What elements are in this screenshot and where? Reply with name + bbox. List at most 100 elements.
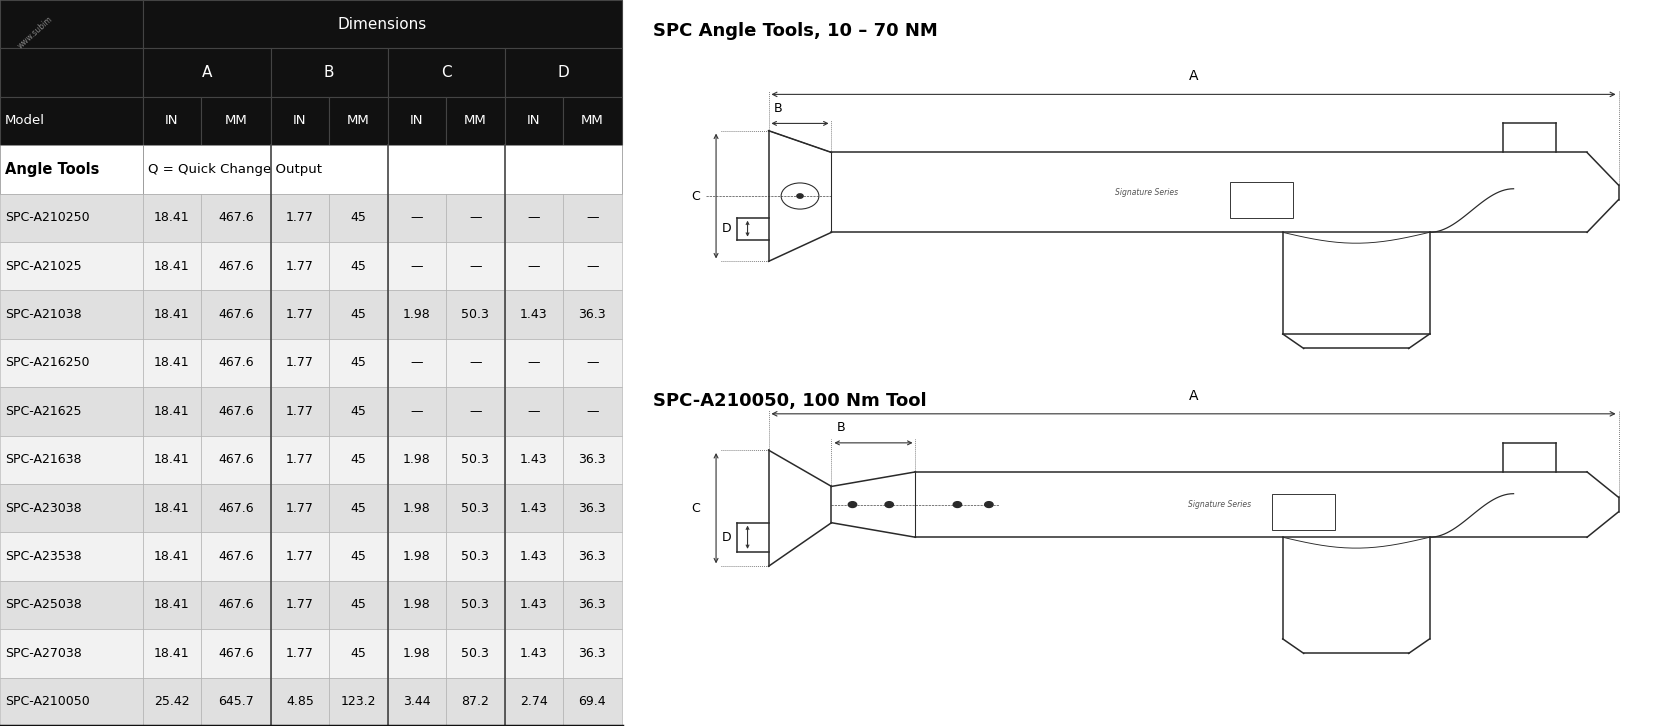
Text: —: —: [411, 260, 423, 273]
Text: 50.3: 50.3: [461, 308, 490, 321]
Text: 1.77: 1.77: [286, 550, 314, 563]
Text: 1.77: 1.77: [286, 453, 314, 466]
Bar: [446, 290, 505, 339]
Text: 1.43: 1.43: [520, 598, 548, 611]
Text: 123.2: 123.2: [341, 696, 376, 709]
Text: 45: 45: [351, 356, 366, 370]
Text: MM: MM: [224, 115, 247, 128]
Text: 467.6: 467.6: [217, 550, 254, 563]
Text: Signature Series: Signature Series: [1188, 500, 1252, 509]
Text: 1.98: 1.98: [403, 502, 431, 515]
Text: 18.41: 18.41: [154, 453, 190, 466]
Text: Angle Tools: Angle Tools: [5, 162, 99, 177]
Text: IN: IN: [292, 115, 306, 128]
Text: D: D: [722, 531, 732, 544]
Bar: [142, 677, 201, 726]
Bar: [388, 290, 446, 339]
Bar: [563, 581, 622, 629]
Bar: [388, 484, 446, 532]
Bar: [563, 436, 622, 484]
Text: SPC-A210250: SPC-A210250: [5, 211, 90, 224]
Bar: [0, 0, 142, 49]
Text: 467.6: 467.6: [217, 502, 254, 515]
Bar: [505, 97, 563, 145]
Text: SPC-A23538: SPC-A23538: [5, 550, 82, 563]
Text: IN: IN: [409, 115, 423, 128]
Text: 36.3: 36.3: [578, 453, 607, 466]
Text: SPC-A210050: SPC-A210050: [5, 696, 90, 709]
Text: 467.6: 467.6: [217, 453, 254, 466]
Text: SPC-A23038: SPC-A23038: [5, 502, 82, 515]
Text: 1.98: 1.98: [403, 453, 431, 466]
Text: A: A: [1188, 70, 1198, 83]
Text: 45: 45: [351, 260, 366, 273]
Bar: [0, 49, 142, 97]
Bar: [142, 484, 201, 532]
Bar: [505, 242, 563, 290]
Text: 18.41: 18.41: [154, 356, 190, 370]
Bar: [142, 97, 201, 145]
Text: SPC-A21638: SPC-A21638: [5, 453, 82, 466]
Bar: [388, 629, 446, 677]
Text: www.subim: www.subim: [15, 15, 53, 51]
Text: SPC-A25038: SPC-A25038: [5, 598, 82, 611]
Text: 18.41: 18.41: [154, 550, 190, 563]
Bar: [142, 436, 201, 484]
Bar: [271, 677, 329, 726]
Text: 1.77: 1.77: [286, 356, 314, 370]
Bar: [329, 339, 388, 387]
Text: —: —: [470, 260, 481, 273]
Text: —: —: [411, 356, 423, 370]
Text: —: —: [470, 405, 481, 418]
Text: 36.3: 36.3: [578, 598, 607, 611]
Text: 18.41: 18.41: [154, 211, 190, 224]
Text: A: A: [1188, 389, 1198, 403]
Bar: [271, 532, 329, 581]
Text: 45: 45: [351, 211, 366, 224]
Bar: [142, 339, 201, 387]
Text: —: —: [411, 405, 423, 418]
Text: 467.6: 467.6: [217, 260, 254, 273]
Circle shape: [952, 502, 961, 507]
Text: 18.41: 18.41: [154, 405, 190, 418]
Text: 50.3: 50.3: [461, 550, 490, 563]
Bar: [329, 677, 388, 726]
Text: 45: 45: [351, 308, 366, 321]
Bar: [388, 436, 446, 484]
Bar: [0, 339, 142, 387]
Text: 467.6: 467.6: [217, 647, 254, 660]
Text: D: D: [722, 222, 732, 235]
Bar: [505, 629, 563, 677]
Bar: [329, 194, 388, 242]
Bar: [0, 436, 142, 484]
Text: —: —: [528, 356, 540, 370]
Text: 25.42: 25.42: [154, 696, 190, 709]
Bar: [271, 242, 329, 290]
Text: 1.98: 1.98: [403, 647, 431, 660]
Text: 50.3: 50.3: [461, 502, 490, 515]
Text: 45: 45: [351, 502, 366, 515]
Bar: [329, 581, 388, 629]
Text: 18.41: 18.41: [154, 598, 190, 611]
Text: IN: IN: [526, 115, 541, 128]
Text: —: —: [528, 260, 540, 273]
Bar: [388, 194, 446, 242]
Text: 50.3: 50.3: [461, 453, 490, 466]
Bar: [201, 194, 271, 242]
Text: Model: Model: [5, 115, 45, 128]
Text: C: C: [692, 189, 700, 203]
Bar: [142, 194, 201, 242]
Bar: [388, 339, 446, 387]
Bar: [505, 290, 563, 339]
Bar: [201, 339, 271, 387]
Bar: [563, 97, 622, 145]
Bar: [1230, 182, 1293, 218]
Bar: [142, 0, 622, 49]
Bar: [563, 194, 622, 242]
Text: D: D: [556, 65, 570, 80]
Bar: [201, 677, 271, 726]
Bar: [271, 484, 329, 532]
Text: —: —: [587, 356, 598, 370]
Text: 1.77: 1.77: [286, 598, 314, 611]
Text: 45: 45: [351, 550, 366, 563]
